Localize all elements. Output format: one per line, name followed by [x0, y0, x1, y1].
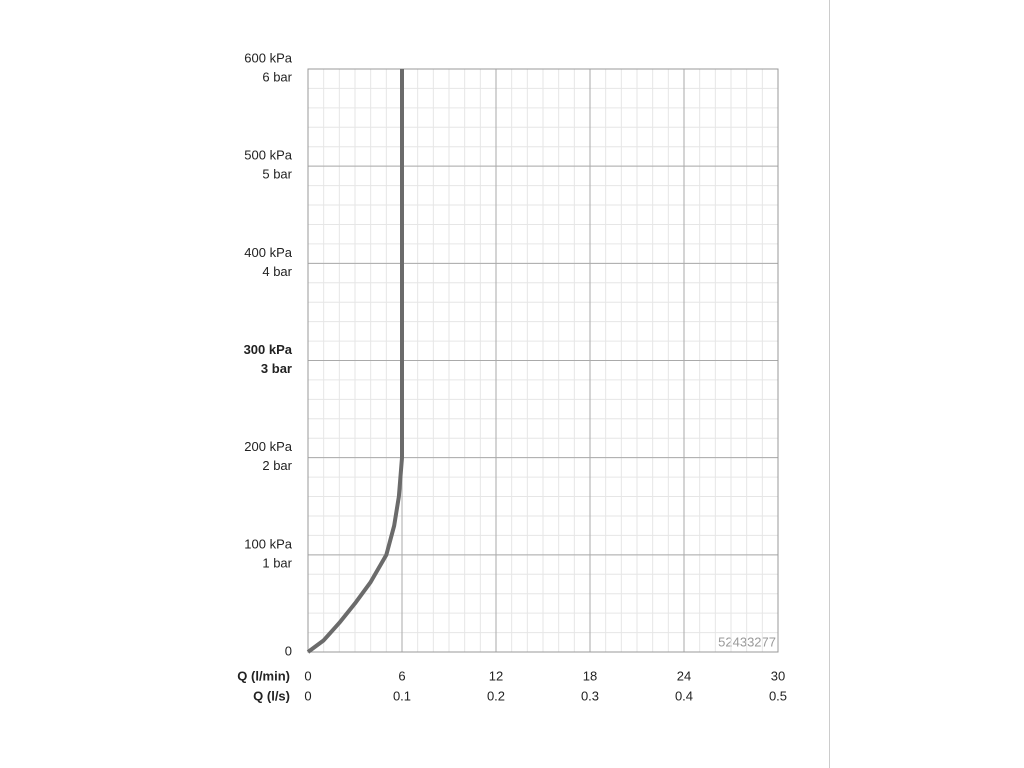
curve — [306, 69, 404, 654]
plot-frame — [307, 68, 779, 653]
y2-tick-label: 4 bar — [262, 264, 292, 279]
x-tick-label: 24 — [677, 668, 691, 683]
x-tick-label: 18 — [583, 668, 597, 683]
x-tick-label: 30 — [771, 668, 785, 683]
y2-tick-label: 6 bar — [262, 69, 292, 84]
x-tick-label: 12 — [489, 668, 503, 683]
x2-tick-label: 0.2 — [487, 688, 505, 703]
x-tick-label: 6 — [398, 668, 405, 683]
x2-tick-label: 0.4 — [675, 688, 693, 703]
x2-tick-label: 0.3 — [581, 688, 599, 703]
x2-tick-label: 0.1 — [393, 688, 411, 703]
y-tick-label: 0 — [285, 643, 292, 658]
y2-tick-label: 5 bar — [262, 167, 292, 182]
y-tick-label: 100 kPa — [244, 536, 292, 551]
y2-tick-label: 3 bar — [261, 361, 292, 376]
y-tick-label: 200 kPa — [244, 439, 292, 454]
x2-tick-label: 0.5 — [769, 688, 787, 703]
y-tick-label: 300 kPa — [244, 342, 293, 357]
x-tick-label: 0 — [304, 668, 311, 683]
x2-tick-label: 0 — [304, 688, 311, 703]
x-axis-label: Q (l/min) — [237, 668, 290, 683]
y2-tick-label: 2 bar — [262, 458, 292, 473]
y2-tick-label: 1 bar — [262, 555, 292, 570]
x2-axis-label: Q (l/s) — [253, 688, 290, 703]
y-tick-label: 400 kPa — [244, 245, 292, 260]
y-tick-label: 500 kPa — [244, 148, 292, 163]
y-tick-label: 600 kPa — [244, 50, 292, 65]
